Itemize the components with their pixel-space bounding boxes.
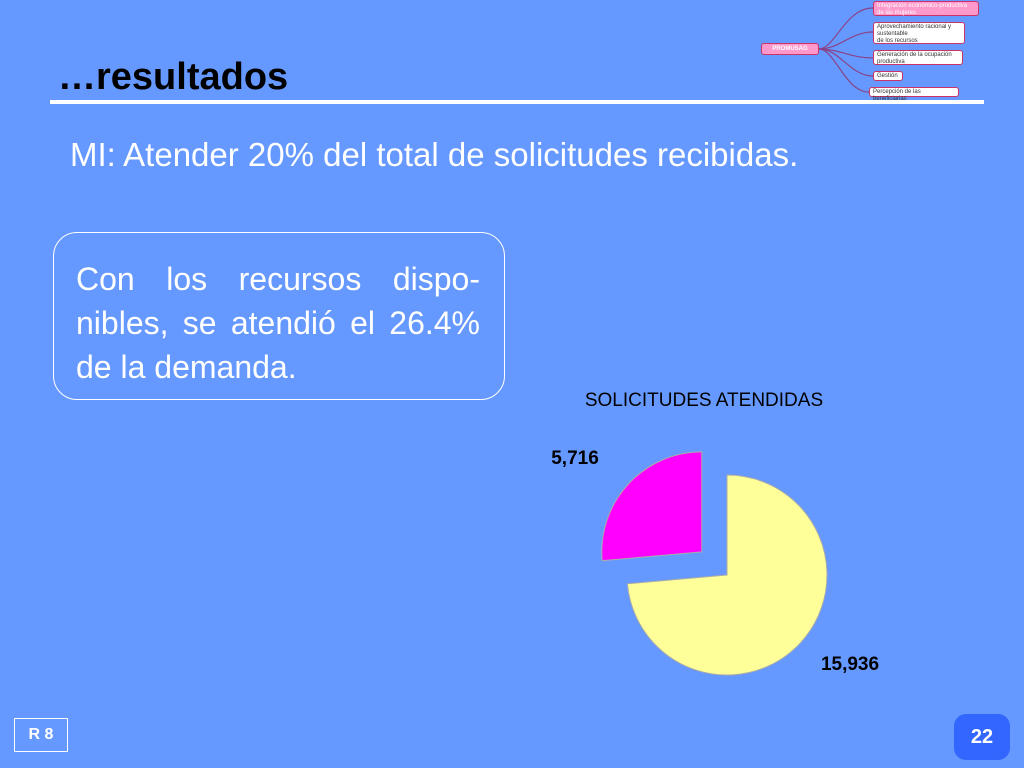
diagram-node-integracion: Integración económico-productiva de las …: [873, 1, 979, 16]
diagram-node-percepcion: Percepción de las beneficiarias: [869, 87, 959, 102]
diagram-node-aprovechamiento: Aprovechamiento racional y sustentable d…: [873, 22, 965, 44]
diagram-root-node: PROMUSAG: [761, 43, 819, 55]
solicitudes-chart: SOLICITUDES ATENDIDAS 5,716 15,936: [520, 380, 920, 700]
pie-label-1: 15,936: [821, 654, 879, 675]
diagram-node-gestion: Gestión: [873, 71, 903, 81]
pie-label-0: 5,716: [551, 448, 599, 469]
slide-title: …resultados: [58, 56, 289, 98]
chart-title: SOLICITUDES ATENDIDAS: [585, 390, 823, 411]
pie-slice-1: [626, 474, 828, 676]
pie-chart: SOLICITUDES ATENDIDAS 5,716 15,936: [551, 390, 879, 676]
result-callout-box: Con los recursos dispo-nibles, se atendi…: [53, 232, 505, 400]
title-underline: [50, 100, 984, 104]
code-badge: R 8: [14, 718, 68, 752]
objective-text: MI: Atender 20% del total de solicitudes…: [70, 136, 799, 173]
pie-slice-0: [601, 451, 703, 562]
program-diagram: PROMUSAG Integración económico-productiv…: [755, 0, 987, 102]
page-number-badge: 22: [954, 714, 1010, 760]
result-callout-text: Con los recursos dispo-nibles, se atendi…: [76, 261, 480, 385]
diagram-connectors: [818, 7, 874, 93]
diagram-node-generacion: Generación de la ocupación productiva: [873, 50, 963, 65]
